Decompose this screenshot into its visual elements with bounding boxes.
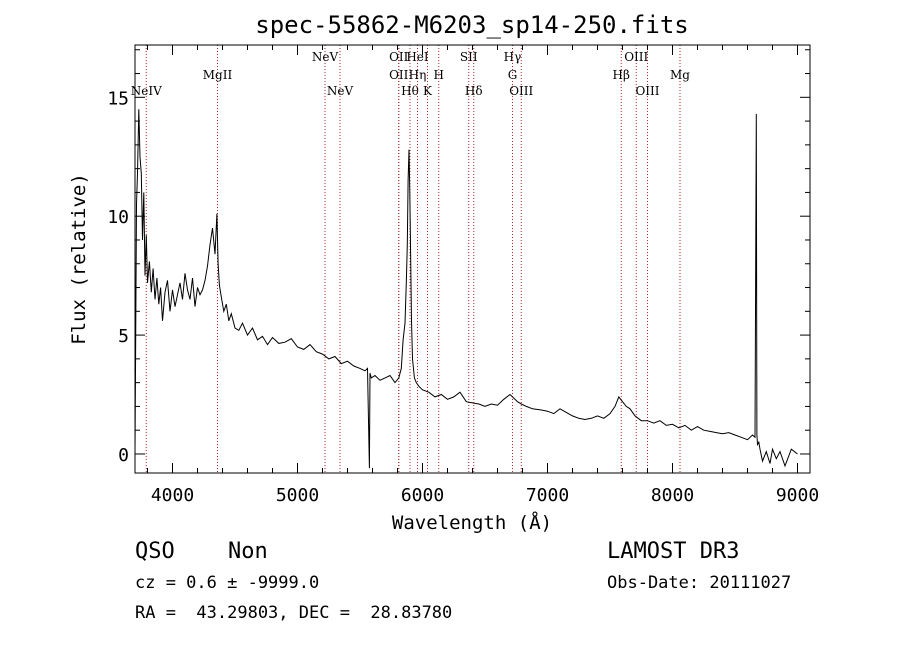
- y-tick-label: 15: [107, 88, 129, 109]
- x-axis-label: Wavelength (Å): [392, 511, 552, 534]
- y-tick-label: 0: [118, 445, 129, 466]
- y-tick-label: 5: [118, 326, 129, 347]
- spectral-line-label: OIII: [509, 84, 533, 98]
- y-axis-label: Flux (relative): [68, 173, 90, 345]
- x-tick-label: 5000: [276, 485, 319, 506]
- spectral-line-label: NeIV: [131, 84, 162, 98]
- x-tick-label: 7000: [526, 485, 569, 506]
- x-tick-label: 6000: [401, 485, 444, 506]
- object-subclass: Non: [228, 539, 268, 564]
- sky-coordinates: RA = 43.29803, DEC = 28.83780: [135, 603, 453, 623]
- spectrum-line: [134, 109, 798, 469]
- redshift-cz: cz = 0.6 ± -9999.0: [135, 573, 320, 593]
- spectral-line-label: OIII: [635, 84, 659, 98]
- x-tick-label: 8000: [651, 485, 694, 506]
- spectral-line-label: G: [508, 68, 518, 82]
- chart-title: spec-55862-M6203_sp14-250.fits: [255, 11, 688, 39]
- x-tick-label: 9000: [776, 485, 819, 506]
- spectral-line-label: OII: [389, 68, 409, 82]
- spectral-line-label: NeV: [327, 84, 354, 98]
- spectral-line-label: Hη: [409, 68, 427, 82]
- spectral-line-label: MgII: [203, 68, 233, 82]
- spectral-line-label: Hβ: [613, 68, 630, 82]
- spectral-line-label: K: [423, 84, 433, 98]
- spectral-line-label: Hθ: [401, 84, 419, 98]
- x-tick-label: 4000: [151, 485, 194, 506]
- spectral-line-label: NeV: [312, 50, 339, 64]
- spectral-line-label: SII: [460, 50, 478, 64]
- y-tick-label: 10: [107, 207, 129, 228]
- observation-date: Obs-Date: 20111027: [607, 573, 792, 593]
- plot-frame: [134, 44, 811, 474]
- spectral-line-label: Hδ: [465, 84, 483, 98]
- spectral-line-label: Mg: [670, 68, 690, 82]
- object-class: QSO: [135, 539, 175, 564]
- axis-ticks: 4000 5000 6000 7000 8000 9000 0 5 10 15: [107, 45, 819, 506]
- spectral-line-label: H: [434, 68, 444, 82]
- survey-name: LAMOST DR3: [607, 539, 740, 564]
- spectral-line-label: OIII: [624, 50, 648, 64]
